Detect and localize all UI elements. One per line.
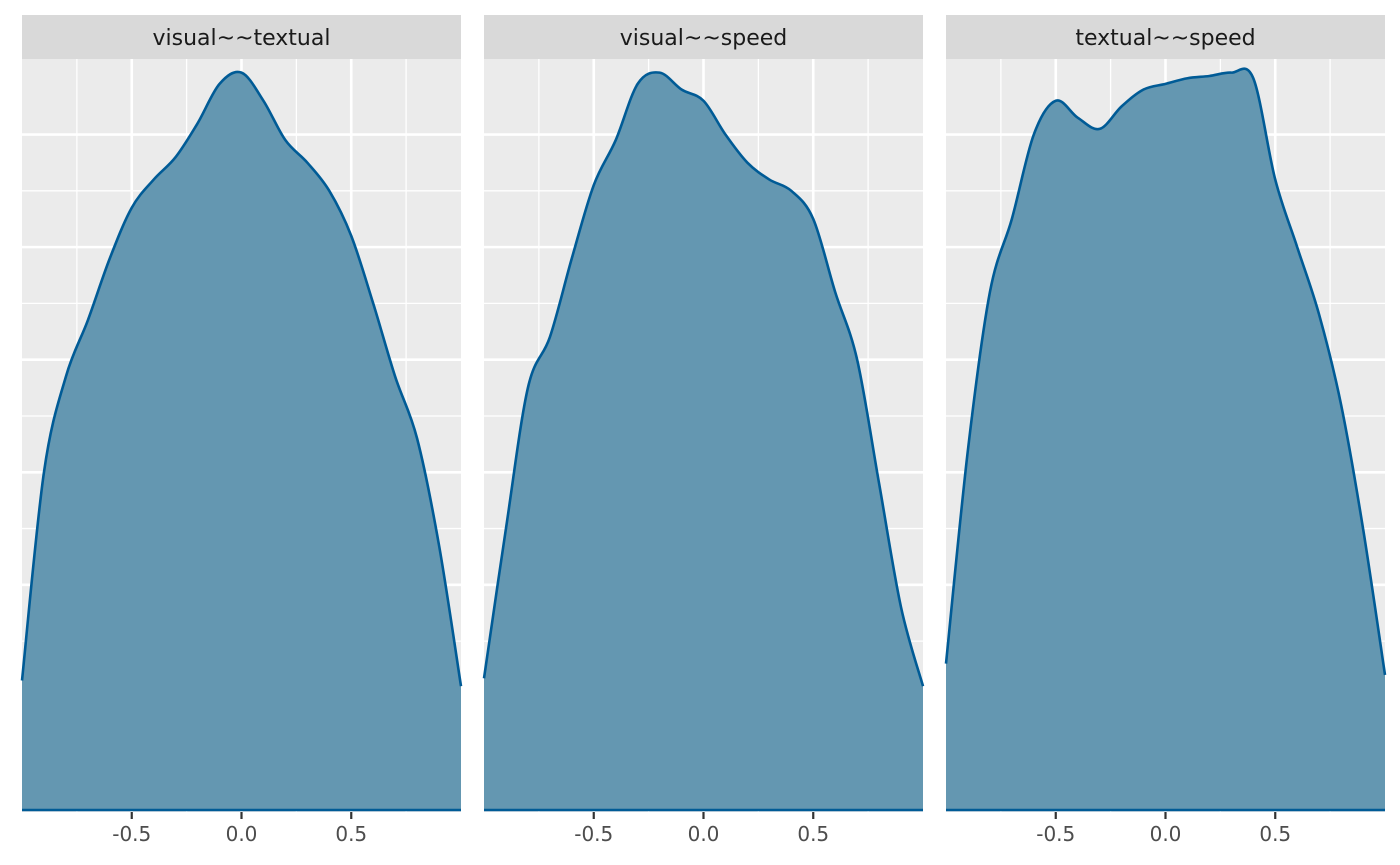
facet-panel-3: textual~~speed -0.5 0.0 0.5 <box>944 15 1387 846</box>
x-axis-tick-label: -0.5 <box>574 822 613 846</box>
facet-strip-label: textual~~speed <box>1075 26 1255 51</box>
density-line <box>944 67 1387 676</box>
facet-strip <box>946 15 1385 59</box>
x-axis-tick-label: 0.5 <box>1259 822 1291 846</box>
x-axis-tick-label: -0.5 <box>1036 822 1075 846</box>
facet-strip-label: visual~~speed <box>620 26 787 51</box>
x-axis-tick-label: 0.5 <box>335 822 367 846</box>
x-axis-tick-label: 0.0 <box>1150 822 1182 846</box>
x-axis-tick-label: 0.0 <box>688 822 720 846</box>
x-axis-tick-label: 0.5 <box>797 822 829 846</box>
facet-strip <box>484 15 923 59</box>
facet-panel-1: visual~~textual -0.5 0.0 0.5 <box>20 15 463 846</box>
density-area <box>484 72 923 811</box>
density-line <box>482 71 925 687</box>
density-line <box>20 70 463 687</box>
x-axis-tick-label: 0.0 <box>226 822 258 846</box>
facet-panel-2: visual~~speed -0.5 0.0 0.5 <box>482 15 925 846</box>
facet-strip <box>22 15 461 59</box>
density-area <box>946 68 1385 810</box>
density-area <box>22 71 461 811</box>
facet-strip-label: visual~~textual <box>153 26 331 51</box>
x-axis-tick-label: -0.5 <box>112 822 151 846</box>
